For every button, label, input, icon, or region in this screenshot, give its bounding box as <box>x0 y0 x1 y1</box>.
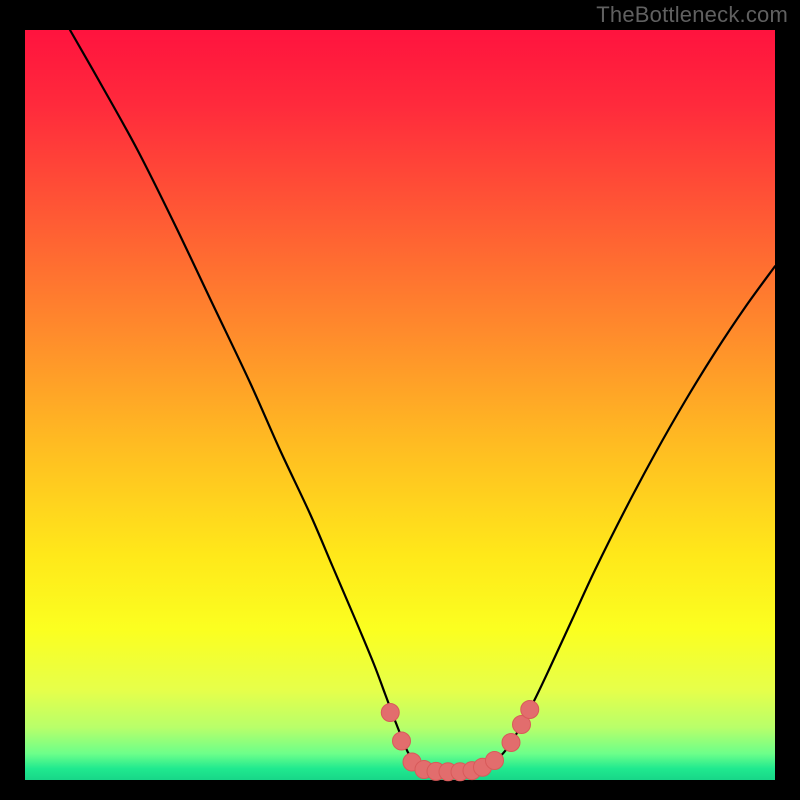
chart-frame: TheBottleneck.com <box>0 0 800 800</box>
marker-point <box>393 732 411 750</box>
chart-svg <box>0 0 800 800</box>
attribution-text: TheBottleneck.com <box>596 2 788 28</box>
marker-point <box>486 752 504 770</box>
marker-point <box>502 734 520 752</box>
marker-point <box>521 701 539 719</box>
marker-point <box>381 704 399 722</box>
gradient-background <box>25 30 775 780</box>
